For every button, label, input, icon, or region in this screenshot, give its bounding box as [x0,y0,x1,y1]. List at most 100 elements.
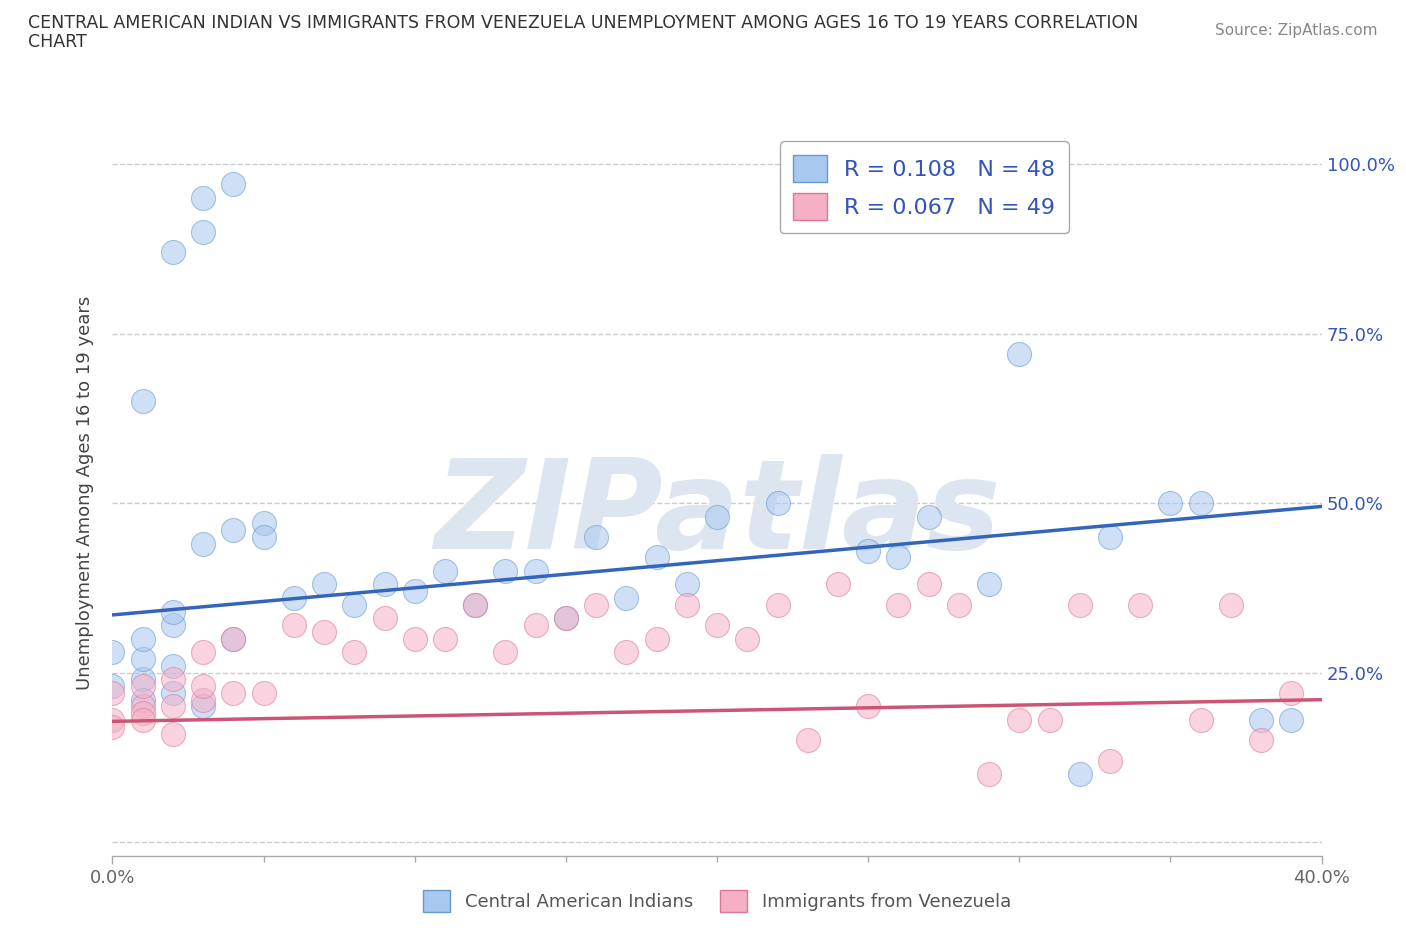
Point [132,679,155,694]
Point [283,591,305,605]
Point [222,631,245,646]
Point [495,644,517,659]
Point [191,537,214,551]
Text: CHART: CHART [28,33,87,50]
Point [918,577,941,591]
Point [283,618,305,632]
Point [495,564,517,578]
Point [101,679,124,694]
Point [162,671,184,686]
Point [404,584,426,599]
Point [1250,712,1272,727]
Point [191,644,214,659]
Point [464,597,486,612]
Point [132,631,155,646]
Point [585,597,607,612]
Point [1279,685,1302,700]
Point [162,699,184,714]
Point [1159,496,1181,511]
Point [1098,753,1121,768]
Point [1189,712,1212,727]
Point [616,591,638,605]
Point [706,618,728,632]
Point [132,692,155,707]
Text: Source: ZipAtlas.com: Source: ZipAtlas.com [1215,23,1378,38]
Point [191,191,214,206]
Point [977,577,1000,591]
Point [253,516,276,531]
Point [1038,712,1062,727]
Point [162,604,184,619]
Point [737,631,759,646]
Point [253,685,276,700]
Point [554,611,576,626]
Point [132,706,155,721]
Point [948,597,970,612]
Point [343,597,366,612]
Point [374,577,396,591]
Point [796,733,818,748]
Point [1189,496,1212,511]
Point [464,597,486,612]
Point [977,767,1000,782]
Point [162,245,184,259]
Point [1250,733,1272,748]
Point [132,671,155,686]
Point [343,644,366,659]
Point [433,631,456,646]
Point [191,679,214,694]
Point [162,618,184,632]
Point [191,224,214,239]
Point [1098,529,1121,544]
Point [1129,597,1152,612]
Point [918,510,941,525]
Point [645,550,668,565]
Text: CENTRAL AMERICAN INDIAN VS IMMIGRANTS FROM VENEZUELA UNEMPLOYMENT AMONG AGES 16 : CENTRAL AMERICAN INDIAN VS IMMIGRANTS FR… [28,14,1139,32]
Point [1008,347,1031,362]
Point [162,685,184,700]
Point [675,597,697,612]
Point [101,685,124,700]
Point [132,712,155,727]
Point [706,510,728,525]
Point [1069,767,1091,782]
Point [374,611,396,626]
Point [191,692,214,707]
Point [1069,597,1091,612]
Point [856,543,880,558]
Point [222,177,245,192]
Point [132,652,155,667]
Point [1008,712,1031,727]
Point [101,719,124,734]
Point [162,726,184,741]
Point [222,523,245,538]
Point [433,564,456,578]
Point [132,699,155,714]
Point [1279,712,1302,727]
Point [314,624,336,639]
Point [524,564,547,578]
Point [585,529,607,544]
Point [222,631,245,646]
Point [675,577,697,591]
Point [887,550,910,565]
Point [191,699,214,714]
Point [524,618,547,632]
Point [766,597,789,612]
Point [101,644,124,659]
Point [1220,597,1243,612]
Point [554,611,576,626]
Y-axis label: Unemployment Among Ages 16 to 19 years: Unemployment Among Ages 16 to 19 years [76,296,94,690]
Point [827,577,849,591]
Point [314,577,336,591]
Point [856,699,880,714]
Point [101,712,124,727]
Point [162,658,184,673]
Point [645,631,668,646]
Point [887,597,910,612]
Point [766,496,789,511]
Point [222,685,245,700]
Point [404,631,426,646]
Point [253,529,276,544]
Point [132,394,155,409]
